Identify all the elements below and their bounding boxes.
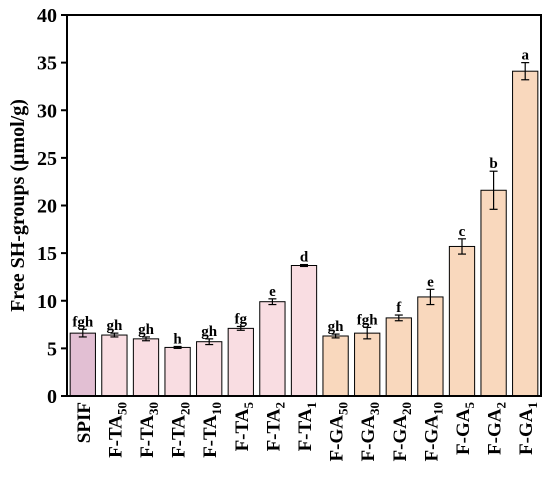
x-axis-category-labels: SPIF F-TA50 F-TA30 F-TA20 F-TA10 F-TA5 F-TA2 F-…: [74, 402, 540, 462]
x-tick-label: F-GA1: [516, 402, 540, 455]
x-tick-label: F-TA30: [137, 402, 161, 458]
significance-label: b: [489, 156, 497, 172]
x-tick-label: F-TA50: [105, 402, 129, 458]
significance-label: c: [459, 224, 466, 240]
bars: [69, 70, 539, 397]
bar: [512, 70, 539, 397]
x-tick-label: F-GA20: [390, 402, 414, 461]
bar: [132, 338, 160, 397]
y-axis-ticks: 0 5 10 15 20 25 30 35 40: [37, 5, 67, 408]
bar: [227, 327, 254, 397]
bar: [196, 341, 223, 397]
significance-label: gh: [106, 318, 123, 334]
error-bar: [458, 238, 466, 255]
bar: [322, 335, 349, 397]
x-tick-label: F-TA20: [169, 402, 193, 458]
x-tick-label: F-TA5: [232, 402, 256, 452]
error-bar: [78, 328, 87, 338]
bar: [448, 245, 476, 397]
y-tick-label: 40: [37, 5, 57, 27]
y-tick-label: 25: [37, 148, 57, 170]
x-tick-label: SPIF: [74, 402, 95, 443]
bar: [385, 317, 412, 397]
significance-label: e: [427, 274, 434, 290]
y-axis-label: Free SH-groups (μmol/g): [7, 99, 29, 312]
x-tick-label: F-GA5: [453, 402, 477, 455]
significance-label: gh: [138, 322, 155, 338]
x-tick-label: F-TA10: [200, 402, 224, 458]
bar: [69, 332, 96, 397]
x-tick-label: F-TA2: [263, 402, 287, 451]
x-tick-label: F-GA30: [358, 402, 382, 461]
error-bar: [173, 345, 182, 349]
error-bar: [426, 288, 435, 306]
error-bar: [489, 170, 498, 210]
bar: [101, 334, 128, 397]
bar: [290, 265, 318, 397]
error-bar: [110, 332, 119, 338]
bar: [480, 189, 507, 397]
error-bar: [331, 333, 340, 339]
y-tick-label: 20: [37, 196, 57, 218]
error-bar: [236, 325, 245, 331]
significance-label: f: [396, 300, 402, 316]
x-tick-label: F-TA1: [295, 402, 319, 451]
significance-label: fg: [235, 311, 248, 327]
y-tick-label: 30: [37, 100, 57, 122]
significance-label: a: [521, 48, 529, 64]
x-tick-label: F-GA10: [421, 402, 445, 461]
plot-frame: [66, 14, 542, 397]
error-bar: [142, 336, 150, 342]
y-tick-label: 0: [47, 386, 57, 408]
significance-label: fgh: [72, 314, 93, 330]
error-bar: [394, 314, 403, 322]
significance-label: d: [300, 250, 309, 266]
y-tick-label: 5: [47, 338, 57, 360]
bar: [354, 332, 381, 397]
y-tick-label: 10: [37, 291, 57, 313]
significance-label: e: [269, 284, 276, 300]
y-tick-label: 15: [37, 243, 57, 265]
x-tick-label: F-GA2: [485, 402, 509, 455]
bar: [259, 301, 286, 397]
error-bar: [363, 326, 372, 340]
significance-label: fgh: [357, 312, 378, 328]
error-bars: [78, 62, 530, 349]
error-bar: [205, 338, 214, 346]
significance-label: gh: [328, 319, 345, 335]
error-bar: [300, 263, 308, 268]
bar: [164, 346, 191, 397]
error-bar: [268, 298, 277, 306]
x-tick-label: F-GA50: [327, 402, 351, 461]
significance-label: gh: [201, 324, 218, 340]
y-tick-label: 35: [37, 53, 57, 75]
significance-label: h: [173, 331, 182, 347]
bar: [417, 296, 444, 397]
error-bar: [521, 62, 530, 81]
